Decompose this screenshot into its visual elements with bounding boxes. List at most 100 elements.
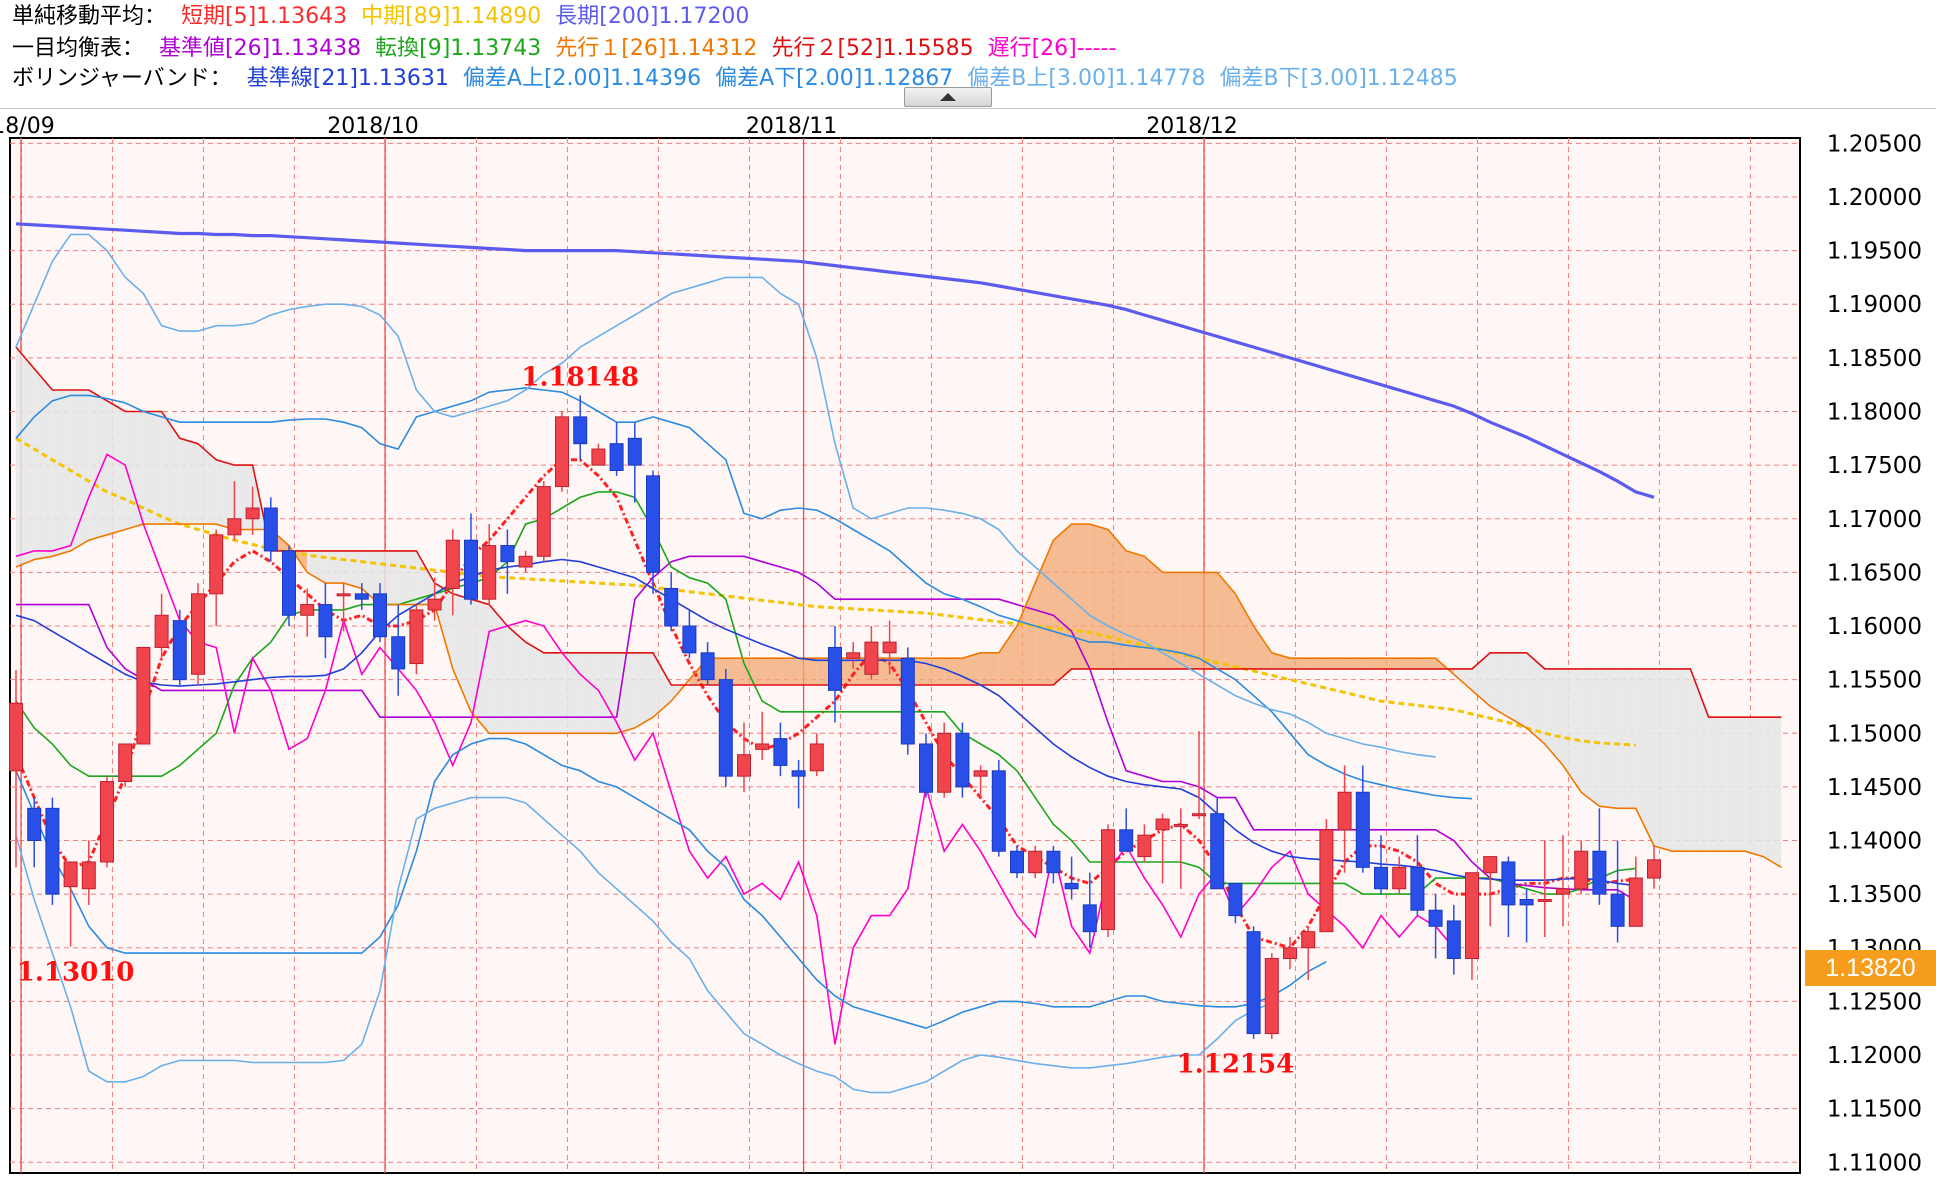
candle-body <box>1519 899 1534 906</box>
cloud-fill <box>1581 668 1600 807</box>
y-tick-label: 1.19000 <box>1827 292 1922 318</box>
candle-body <box>627 437 642 466</box>
candle-body <box>1246 931 1261 1035</box>
cloud-fill <box>216 459 235 530</box>
series-line <box>15 491 1636 895</box>
legend-item-bollinger: 偏差B上[3.00]1.14778 <box>967 66 1206 91</box>
series-line <box>15 222 1655 499</box>
cloud-fill <box>52 390 71 557</box>
cloud-fill <box>307 550 326 584</box>
cloud-fill <box>1235 593 1254 669</box>
collapse-legend-button[interactable] <box>904 87 992 107</box>
y-tick-label: 1.16000 <box>1827 614 1922 640</box>
candle-body <box>682 625 697 654</box>
candle-body <box>1537 899 1552 903</box>
legend-item-bollinger: 偏差A上[2.00]1.14396 <box>462 66 702 91</box>
y-tick-label: 1.17000 <box>1827 507 1922 533</box>
cloud-fill <box>1199 572 1218 669</box>
cloud-fill <box>1526 652 1545 744</box>
cloud-fill <box>1381 658 1400 669</box>
candle-body <box>664 587 679 627</box>
indicator-legend: 単純移動平均： 短期[5]1.13643 中期[89]1.14890 長期[200]… <box>0 0 1936 109</box>
cloud-fill <box>1763 717 1782 868</box>
month-label: 2018/12 <box>1146 114 1237 139</box>
candle-body <box>427 598 442 611</box>
cloud-fill <box>1053 524 1072 685</box>
candle-body <box>300 604 315 616</box>
candle-body <box>227 518 242 536</box>
candle-body <box>1319 829 1334 933</box>
candle-body <box>555 416 569 488</box>
cloud-fill <box>1362 658 1381 669</box>
series-line <box>15 233 1436 758</box>
cloud-fill <box>16 347 35 568</box>
cloud-fill <box>1490 652 1509 718</box>
candle-body <box>955 732 970 788</box>
candle-body <box>828 646 842 691</box>
cloud-fill <box>507 626 526 734</box>
candle-body <box>1283 947 1297 959</box>
candle-body <box>1355 791 1370 868</box>
cloud-fill <box>1745 717 1764 857</box>
cloud-fill <box>1108 529 1127 669</box>
candle-body <box>755 743 770 750</box>
candle-body <box>1374 866 1388 890</box>
candle-body <box>718 679 733 777</box>
y-tick-label: 1.13500 <box>1827 882 1922 908</box>
candle-body <box>518 555 533 568</box>
candle-body <box>919 743 933 793</box>
candle-body <box>1046 850 1061 874</box>
cloud-fill <box>634 652 653 728</box>
month-label: 2018/11 <box>746 114 837 139</box>
price-annotation: 1.18148 <box>521 363 639 393</box>
cloud-fill <box>580 652 599 734</box>
candle-body <box>282 550 296 616</box>
candle-body <box>1410 866 1425 911</box>
cloud-fill <box>1708 717 1727 852</box>
candle-body <box>1264 957 1279 1035</box>
legend-label-bollinger: ボリンジャーバンド： <box>12 66 232 91</box>
legend-item-ichimoku: 先行１[26]1.14312 <box>555 36 758 61</box>
cloud-fill <box>325 550 344 584</box>
candle-body <box>1082 904 1097 933</box>
candle-body <box>1173 823 1188 827</box>
cloud-fill <box>1089 524 1108 669</box>
legend-row-ichimoku: 一目均衡表： 基準値[26]1.13438 転換[9]1.13743 先行１[26]… <box>12 34 1130 64</box>
candle-body <box>154 614 169 648</box>
candle-body <box>209 534 224 595</box>
cloud-fill <box>88 390 107 541</box>
cloud-fill <box>762 658 781 685</box>
y-tick-label: 1.19500 <box>1827 239 1922 265</box>
candle-body <box>646 475 660 573</box>
chart-canvas[interactable]: 1.20500 1.20000 1.19500 1.19000 1.18500 1.180… <box>0 108 1936 1188</box>
y-tick-label: 1.20500 <box>1827 131 1922 157</box>
cloud-fill <box>1162 572 1181 669</box>
legend-row-bollinger: ボリンジャーバンド： 基準線[21]1.13631 偏差A上[2.00]1.143… <box>12 64 1472 94</box>
cloud-fill <box>1290 658 1309 669</box>
candle-body <box>482 545 497 600</box>
series-line <box>15 523 1782 868</box>
y-tick-label: 1.16500 <box>1827 560 1922 586</box>
cloud-fill <box>198 443 217 525</box>
price-chart[interactable]: 1.20500 1.20000 1.19500 1.19000 1.18500 1.180… <box>0 108 1936 1188</box>
cloud-fill <box>562 652 581 734</box>
y-tick-label: 1.14000 <box>1827 829 1922 855</box>
cloud-fill <box>1617 668 1636 809</box>
cloud-fill <box>1308 658 1327 669</box>
cloud-fill <box>525 642 544 734</box>
cloud-fill <box>1635 668 1654 846</box>
price-annotation: 1.12154 <box>1177 1050 1295 1080</box>
cloud-fill <box>926 658 945 685</box>
cloud-fill <box>343 550 362 589</box>
y-tick-label: 1.11500 <box>1827 1097 1922 1123</box>
candle-body <box>609 443 624 471</box>
cloud-fill <box>1599 668 1618 809</box>
candle-body <box>1228 882 1243 917</box>
candle-body <box>81 861 96 890</box>
candle-body <box>391 636 406 670</box>
candle-body <box>1119 829 1134 852</box>
series-line <box>15 796 1273 1094</box>
cloud-fill <box>107 400 126 535</box>
candle-body <box>354 593 369 600</box>
cloud-fill <box>1071 524 1090 669</box>
